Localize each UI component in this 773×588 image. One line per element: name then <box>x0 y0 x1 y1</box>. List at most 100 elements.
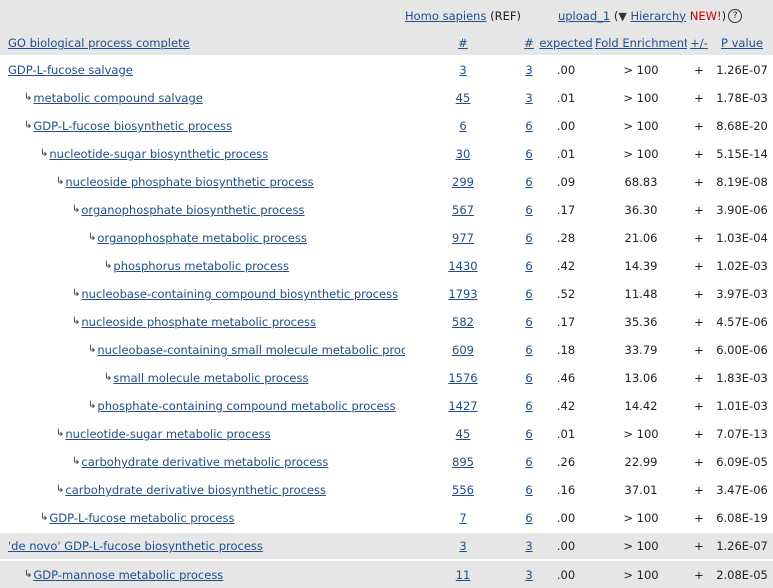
ref-count-link[interactable]: 556 <box>452 483 474 497</box>
gene-count-link[interactable]: 6 <box>525 119 533 133</box>
gene-count-link[interactable]: 6 <box>525 259 533 273</box>
direction-value: + <box>694 315 704 329</box>
direction-value: + <box>694 567 704 582</box>
p-value-cell: 1.02E-03 <box>711 252 773 280</box>
expected-column-header[interactable]: expected <box>539 36 593 50</box>
gene-count-link[interactable]: 6 <box>525 231 533 245</box>
ref-organism-header: Homo sapiens (REF) <box>405 0 521 31</box>
fold-column-header[interactable]: Fold Enrichment <box>595 36 687 50</box>
go-term-link[interactable]: 'de novo' GDP-L-fucose biosynthetic proc… <box>8 539 263 553</box>
ref-count-link[interactable]: 3 <box>459 62 467 77</box>
child-arrow-icon: ↳ <box>24 92 33 103</box>
go-term-link[interactable]: organophosphate biosynthetic process <box>81 203 305 217</box>
ref-count-link[interactable]: 895 <box>452 455 474 469</box>
expected-value: .17 <box>556 315 576 329</box>
term-cell: ↳phosphate-containing compound metabolic… <box>0 392 405 420</box>
go-term-link[interactable]: phosphorus metabolic process <box>113 259 290 273</box>
ref-count-link[interactable]: 45 <box>455 91 471 105</box>
go-term-link[interactable]: GDP-mannose metabolic process <box>33 567 224 582</box>
go-term-link[interactable]: nucleobase-containing small molecule met… <box>97 343 405 357</box>
go-term-link[interactable]: GDP-L-fucose biosynthetic process <box>33 119 233 133</box>
gene-count-link[interactable]: 6 <box>525 287 533 301</box>
gene-count-link[interactable]: 6 <box>525 315 533 329</box>
table-row: ↳organophosphate metabolic process 977 6 .2… <box>0 224 773 252</box>
ref-count-link[interactable]: 6 <box>459 119 467 133</box>
header-row-columns: GO biological process complete # # expec… <box>0 31 773 55</box>
gene-count-link[interactable]: 6 <box>525 483 533 497</box>
gene-count-link[interactable]: 6 <box>525 175 533 189</box>
term-cell: ↳small molecule metabolic process <box>0 364 405 392</box>
expected-cell: .01 <box>537 140 595 168</box>
fold-enrichment-cell: > 100 <box>595 140 687 168</box>
gene-count-link[interactable]: 6 <box>525 371 533 385</box>
ref-count-cell: 6 <box>405 112 521 140</box>
ref-count-link[interactable]: 609 <box>452 343 474 357</box>
ref-count-link[interactable]: 7 <box>459 510 467 525</box>
gene-count-link[interactable]: 6 <box>525 510 533 525</box>
direction-cell: + <box>687 448 711 476</box>
go-term-link[interactable]: nucleoside phosphate biosynthetic proces… <box>65 175 314 189</box>
ref-organism-link[interactable]: Homo sapiens <box>405 8 487 23</box>
go-term-link[interactable]: GDP-L-fucose salvage <box>8 62 133 77</box>
ref-count-link[interactable]: 567 <box>452 203 474 217</box>
direction-cell: + <box>687 112 711 140</box>
go-term-link[interactable]: carbohydrate derivative metabolic proces… <box>81 455 329 469</box>
go-term-link[interactable]: nucleoside phosphate metabolic process <box>81 315 317 329</box>
expected-cell: .17 <box>537 308 595 336</box>
expected-cell: .01 <box>537 420 595 448</box>
ref-count-link[interactable]: 977 <box>452 231 474 245</box>
go-term-link[interactable]: nucleobase-containing compound biosynthe… <box>81 287 399 301</box>
ref-count-link[interactable]: 1576 <box>448 371 478 385</box>
ref-count-link[interactable]: 1427 <box>448 399 478 413</box>
ref-count-link[interactable]: 1793 <box>448 287 478 301</box>
ref-count-link[interactable]: 11 <box>455 567 471 582</box>
upload-link[interactable]: upload_1 <box>557 8 611 23</box>
ref-count-link[interactable]: 3 <box>459 539 467 553</box>
direction-value: + <box>694 175 704 189</box>
p-value-value: 6.08E-19 <box>716 510 768 525</box>
direction-column-header[interactable]: +/- <box>690 36 708 50</box>
pvalue-column-header[interactable]: P value <box>721 36 764 50</box>
gene-count-cell: 6 <box>521 308 537 336</box>
fold-enrichment-value: 11.48 <box>624 287 658 301</box>
gene-count-link[interactable]: 3 <box>525 62 533 77</box>
gene-count-link[interactable]: 3 <box>525 567 533 582</box>
fold-enrichment-value: > 100 <box>623 427 659 441</box>
help-icon[interactable]: ? <box>728 8 743 23</box>
ref-count-link[interactable]: 45 <box>455 427 471 441</box>
ref-count-cell: 3 <box>405 532 521 560</box>
go-term-link[interactable]: phosphate-containing compound metabolic … <box>97 399 396 413</box>
gene-count-link[interactable]: 3 <box>525 539 533 553</box>
term-cell: ↳organophosphate biosynthetic process <box>0 196 405 224</box>
gene-count-link[interactable]: 6 <box>525 399 533 413</box>
go-term-link[interactable]: GDP-L-fucose metabolic process <box>49 510 235 525</box>
gene-count-link[interactable]: 6 <box>525 203 533 217</box>
ref-count-link[interactable]: 1430 <box>448 259 478 273</box>
gene-count-link[interactable]: 6 <box>525 427 533 441</box>
triangle-down-icon[interactable]: ▼ <box>618 9 627 23</box>
ref-count-column-header[interactable]: # <box>458 36 468 50</box>
gene-count-link[interactable]: 6 <box>525 343 533 357</box>
go-term-link[interactable]: organophosphate metabolic process <box>97 231 307 245</box>
go-term-link[interactable]: metabolic compound salvage <box>33 91 203 105</box>
go-term-link[interactable]: nucleotide-sugar biosynthetic process <box>49 147 269 161</box>
go-term-link[interactable]: nucleotide-sugar metabolic process <box>65 427 271 441</box>
gene-count-cell: 6 <box>521 504 537 532</box>
fold-enrichment-cell: > 100 <box>595 532 687 560</box>
gene-count-link[interactable]: 3 <box>525 91 533 105</box>
expected-cell: .09 <box>537 168 595 196</box>
p-value-value: 1.03E-04 <box>716 231 768 245</box>
fold-enrichment-value: > 100 <box>623 567 659 582</box>
p-value-value: 8.19E-08 <box>716 175 768 189</box>
gene-count-link[interactable]: 6 <box>525 147 533 161</box>
ref-count-link[interactable]: 299 <box>452 175 474 189</box>
ref-count-cell: 609 <box>405 336 521 364</box>
hierarchy-link[interactable]: Hierarchy <box>630 8 687 23</box>
ref-count-link[interactable]: 582 <box>452 315 474 329</box>
go-term-link[interactable]: small molecule metabolic process <box>113 371 309 385</box>
count-column-header[interactable]: # <box>524 36 534 50</box>
ref-count-link[interactable]: 30 <box>455 147 471 161</box>
term-column-header[interactable]: GO biological process complete <box>8 36 190 50</box>
go-term-link[interactable]: carbohydrate derivative biosynthetic pro… <box>65 483 326 497</box>
gene-count-link[interactable]: 6 <box>525 455 533 469</box>
